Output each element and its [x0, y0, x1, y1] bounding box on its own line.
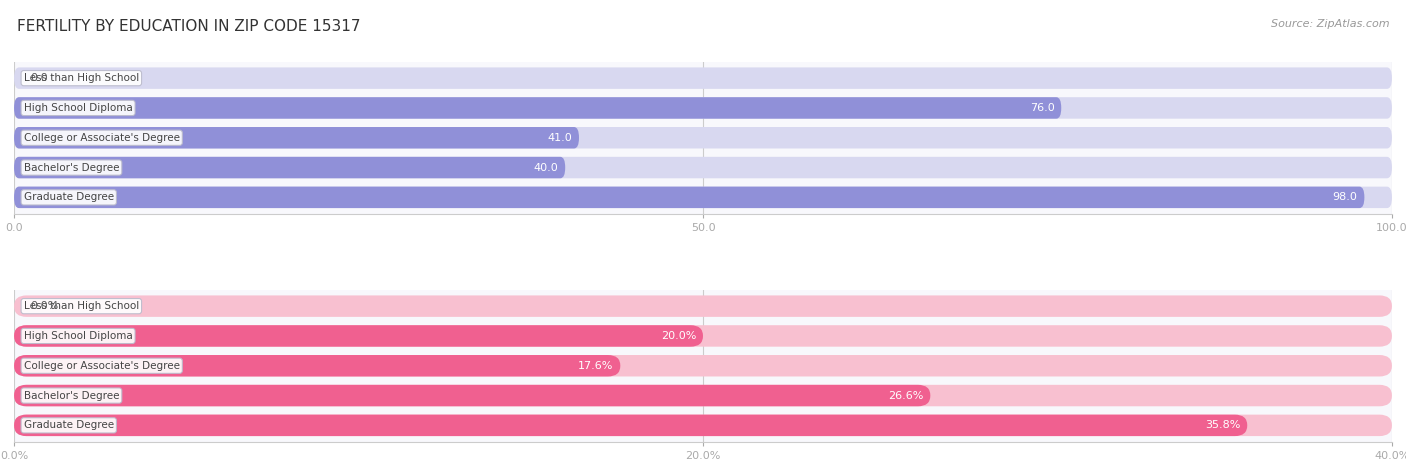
Text: 41.0: 41.0	[547, 133, 572, 143]
FancyBboxPatch shape	[14, 385, 931, 406]
Text: 98.0: 98.0	[1333, 192, 1358, 202]
FancyBboxPatch shape	[14, 127, 1392, 149]
Text: 0.0%: 0.0%	[31, 301, 59, 311]
FancyBboxPatch shape	[14, 325, 1392, 347]
Text: College or Associate's Degree: College or Associate's Degree	[24, 133, 180, 143]
FancyBboxPatch shape	[14, 295, 1392, 317]
FancyBboxPatch shape	[14, 187, 1364, 208]
Text: High School Diploma: High School Diploma	[24, 103, 132, 113]
Text: 76.0: 76.0	[1029, 103, 1054, 113]
FancyBboxPatch shape	[14, 187, 1392, 208]
Text: FERTILITY BY EDUCATION IN ZIP CODE 15317: FERTILITY BY EDUCATION IN ZIP CODE 15317	[17, 19, 360, 34]
FancyBboxPatch shape	[14, 67, 1392, 89]
FancyBboxPatch shape	[14, 355, 620, 377]
Text: Graduate Degree: Graduate Degree	[24, 192, 114, 202]
Text: High School Diploma: High School Diploma	[24, 331, 132, 341]
FancyBboxPatch shape	[14, 97, 1392, 119]
Text: 20.0%: 20.0%	[661, 331, 696, 341]
Text: Source: ZipAtlas.com: Source: ZipAtlas.com	[1271, 19, 1389, 29]
FancyBboxPatch shape	[14, 325, 703, 347]
FancyBboxPatch shape	[14, 415, 1247, 436]
Text: 17.6%: 17.6%	[578, 361, 613, 371]
Text: Bachelor's Degree: Bachelor's Degree	[24, 162, 120, 172]
FancyBboxPatch shape	[14, 415, 1392, 436]
Text: 35.8%: 35.8%	[1205, 420, 1240, 430]
Text: 26.6%: 26.6%	[889, 390, 924, 400]
Text: Graduate Degree: Graduate Degree	[24, 420, 114, 430]
Text: 0.0: 0.0	[31, 73, 48, 83]
Text: Bachelor's Degree: Bachelor's Degree	[24, 390, 120, 400]
FancyBboxPatch shape	[14, 385, 1392, 406]
FancyBboxPatch shape	[14, 127, 579, 149]
Text: 40.0: 40.0	[533, 162, 558, 172]
Text: Less than High School: Less than High School	[24, 73, 139, 83]
FancyBboxPatch shape	[14, 97, 1062, 119]
Text: Less than High School: Less than High School	[24, 301, 139, 311]
FancyBboxPatch shape	[14, 355, 1392, 377]
FancyBboxPatch shape	[14, 157, 1392, 178]
FancyBboxPatch shape	[14, 157, 565, 178]
Text: College or Associate's Degree: College or Associate's Degree	[24, 361, 180, 371]
